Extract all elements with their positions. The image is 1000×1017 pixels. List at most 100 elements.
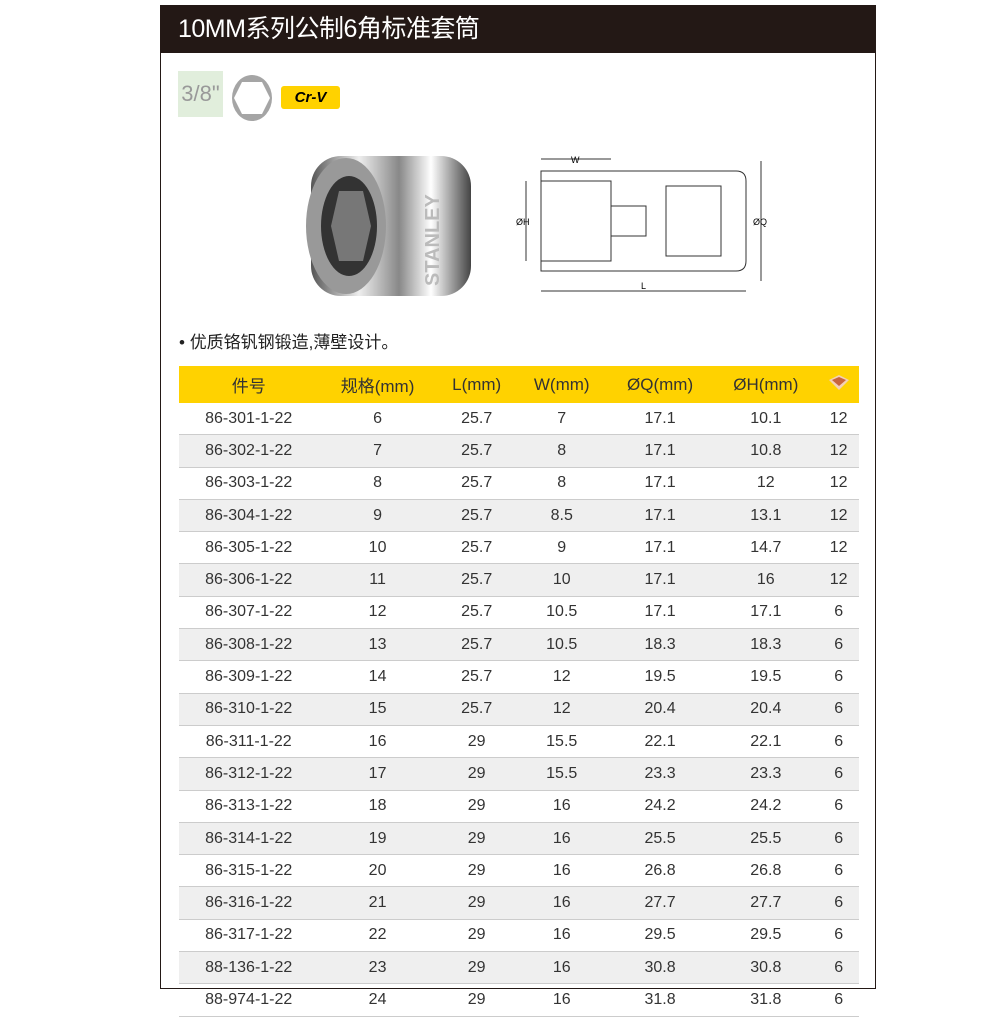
table-cell: 14.7 xyxy=(713,531,819,565)
table-cell: 86-304-1-22 xyxy=(179,499,319,533)
table-cell: 29 xyxy=(436,822,517,856)
table-cell: 29 xyxy=(436,854,517,888)
table-cell: 86-305-1-22 xyxy=(179,531,319,565)
table-cell: 17.1 xyxy=(606,499,714,533)
table-cell: 29 xyxy=(436,725,517,759)
table-row: 86-303-1-22 8 25.7 8 17.1 12 12 xyxy=(179,467,859,500)
table-cell: 86-312-1-22 xyxy=(179,757,319,791)
table-cell: 12 xyxy=(818,563,859,597)
table-cell: 6 xyxy=(818,822,859,856)
table-cell: 16 xyxy=(516,919,607,953)
table-cell: 13 xyxy=(318,628,437,662)
column-header: 规格(mm) xyxy=(318,366,437,403)
table-cell: 86-317-1-22 xyxy=(179,919,319,953)
table-cell: 6 xyxy=(818,854,859,888)
table-cell: 19.5 xyxy=(606,660,714,694)
table-row: 86-304-1-22 9 25.7 8.5 17.1 13.1 12 xyxy=(179,499,859,533)
table-cell: 10 xyxy=(516,563,607,597)
table-row: 86-309-1-22 14 25.7 12 19.5 19.5 6 xyxy=(179,660,859,694)
table-cell: 24.2 xyxy=(606,790,714,823)
table-cell: 26.8 xyxy=(606,854,714,888)
table-cell: 8 xyxy=(318,467,437,500)
table-cell: 11 xyxy=(318,563,437,597)
table-cell: 19 xyxy=(318,822,437,856)
table-cell: 18.3 xyxy=(713,628,819,662)
table-cell: 86-314-1-22 xyxy=(179,822,319,856)
feature-bullet: • 优质铬钒钢锻造,薄壁设计。 xyxy=(179,333,399,352)
table-cell: 29 xyxy=(436,790,517,823)
table-row: 86-305-1-22 10 25.7 9 17.1 14.7 12 xyxy=(179,531,859,565)
table-cell: 6 xyxy=(818,596,859,630)
table-cell: 6 xyxy=(818,660,859,694)
table-cell: 25.7 xyxy=(436,693,517,726)
table-cell: 16 xyxy=(516,822,607,856)
table-cell: 22.1 xyxy=(606,725,714,759)
table-cell: 86-301-1-22 xyxy=(179,403,319,436)
drive-size-badge: 3/8" xyxy=(178,71,223,117)
table-cell: 6 xyxy=(818,693,859,726)
table-row: 86-302-1-22 7 25.7 8 17.1 10.8 12 xyxy=(179,434,859,468)
table-cell: 16 xyxy=(516,790,607,823)
table-cell: 25.5 xyxy=(713,822,819,856)
table-cell: 25.7 xyxy=(436,467,517,500)
table-cell: 25.5 xyxy=(606,822,714,856)
table-cell: 20.4 xyxy=(606,693,714,726)
table-cell: 10.5 xyxy=(516,628,607,662)
hexagon-icon xyxy=(232,75,272,121)
table-cell: 18.3 xyxy=(606,628,714,662)
spec-table: 件号 规格(mm) L(mm) W(mm) ØQ(mm) ØH(mm) 86-301-1-… xyxy=(179,366,859,1017)
table-cell: 7 xyxy=(318,434,437,468)
box-icon xyxy=(818,366,859,403)
product-sheet: 10MM系列公制6角标准套筒 3/8" Cr-V STANLEY W ØH ØQ… xyxy=(160,5,876,1017)
table-cell: 6 xyxy=(818,725,859,759)
table-cell: 17.1 xyxy=(606,403,714,436)
column-header: ØH(mm) xyxy=(713,366,819,403)
table-cell: 29.5 xyxy=(606,919,714,953)
table-cell: 8 xyxy=(516,467,607,500)
table-cell: 6 xyxy=(818,628,859,662)
table-cell: 86-306-1-22 xyxy=(179,563,319,597)
table-cell: 24.2 xyxy=(713,790,819,823)
table-cell: 86-303-1-22 xyxy=(179,467,319,500)
brand-logo: STANLEY xyxy=(422,193,444,286)
table-cell: 12 xyxy=(713,467,819,500)
table-cell: 30.8 xyxy=(713,951,819,985)
column-header: L(mm) xyxy=(436,366,517,403)
table-cell: 10.1 xyxy=(713,403,819,436)
table-row: 86-312-1-22 17 29 15.5 23.3 23.3 6 xyxy=(179,757,859,791)
table-cell: 16 xyxy=(516,951,607,985)
table-row: 86-308-1-22 13 25.7 10.5 18.3 18.3 6 xyxy=(179,628,859,662)
column-header: ØQ(mm) xyxy=(606,366,714,403)
table-cell: 29 xyxy=(436,886,517,920)
table-cell: 21 xyxy=(318,886,437,920)
table-cell: 25.7 xyxy=(436,563,517,597)
table-cell: 86-302-1-22 xyxy=(179,434,319,468)
table-cell: 20.4 xyxy=(713,693,819,726)
table-cell: 27.7 xyxy=(606,886,714,920)
table-cell: 8 xyxy=(516,434,607,468)
table-cell: 14 xyxy=(318,660,437,694)
table-cell: 6 xyxy=(818,790,859,823)
table-row: 86-306-1-22 11 25.7 10 17.1 16 12 xyxy=(179,563,859,597)
table-cell: 30.8 xyxy=(606,951,714,985)
table-cell: 6 xyxy=(818,951,859,985)
label-w: W xyxy=(571,155,580,165)
table-cell: 17.1 xyxy=(606,563,714,597)
table-cell: 25.7 xyxy=(436,660,517,694)
table-cell: 18 xyxy=(318,790,437,823)
table-cell: 86-310-1-22 xyxy=(179,693,319,726)
table-cell: 9 xyxy=(516,531,607,565)
label-l: L xyxy=(641,281,646,291)
table-cell: 17 xyxy=(318,757,437,791)
table-cell: 17.1 xyxy=(606,434,714,468)
table-cell: 23 xyxy=(318,951,437,985)
table-cell: 16 xyxy=(318,725,437,759)
table-cell: 12 xyxy=(818,403,859,436)
table-header: 件号 规格(mm) L(mm) W(mm) ØQ(mm) ØH(mm) xyxy=(179,366,859,403)
table-cell: 12 xyxy=(516,660,607,694)
table-cell: 25.7 xyxy=(436,531,517,565)
table-cell: 20 xyxy=(318,854,437,888)
table-cell: 22 xyxy=(318,919,437,953)
table-cell: 7 xyxy=(516,403,607,436)
table-row: 86-316-1-22 21 29 16 27.7 27.7 6 xyxy=(179,886,859,920)
